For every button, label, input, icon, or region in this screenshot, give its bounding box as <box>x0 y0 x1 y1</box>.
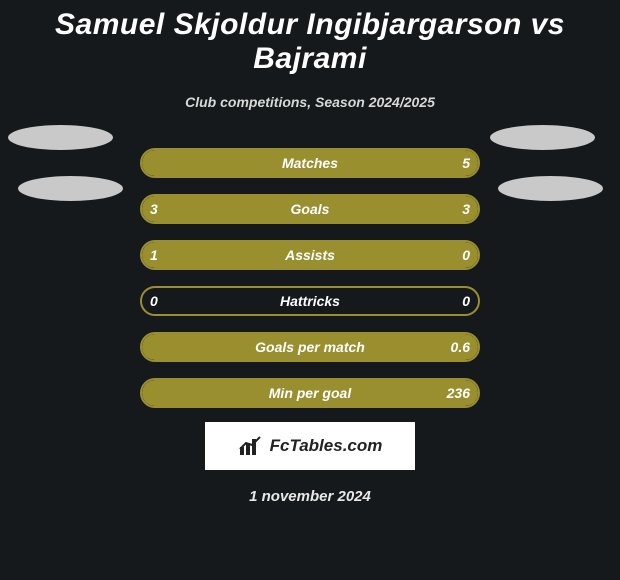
stat-row: Min per goal236 <box>0 378 620 408</box>
stat-row: Goals per match0.6 <box>0 332 620 362</box>
stat-value-right: 3 <box>462 194 470 224</box>
stat-row: Hattricks00 <box>0 286 620 316</box>
stat-value-right: 0 <box>462 240 470 270</box>
bar-fill-full <box>142 242 478 268</box>
stat-value-right: 0.6 <box>451 332 470 362</box>
date-label: 1 november 2024 <box>0 488 620 505</box>
subtitle: Club competitions, Season 2024/2025 <box>0 94 620 110</box>
decorative-ellipse <box>490 125 595 150</box>
bar-track <box>140 148 480 178</box>
bar-fill-full <box>142 196 478 222</box>
bar-fill-right <box>142 150 478 176</box>
stat-value-right: 5 <box>462 148 470 178</box>
decorative-ellipse <box>18 176 123 201</box>
watermark-text: FcTables.com <box>270 436 383 456</box>
stat-value-right: 236 <box>447 378 470 408</box>
stat-value-right: 0 <box>462 286 470 316</box>
chart-icon <box>238 435 266 457</box>
bar-track <box>140 378 480 408</box>
page-title: Samuel Skjoldur Ingibjargarson vs Bajram… <box>0 0 620 76</box>
watermark-badge: FcTables.com <box>205 422 415 470</box>
bar-track <box>140 286 480 316</box>
bar-track <box>140 240 480 270</box>
stat-value-left: 0 <box>150 286 158 316</box>
stat-row: Matches5 <box>0 148 620 178</box>
decorative-ellipse <box>8 125 113 150</box>
bar-track <box>140 194 480 224</box>
decorative-ellipse <box>498 176 603 201</box>
stat-row: Assists10 <box>0 240 620 270</box>
bar-track <box>140 332 480 362</box>
bar-fill-right <box>142 380 478 406</box>
stat-value-left: 1 <box>150 240 158 270</box>
stat-value-left: 3 <box>150 194 158 224</box>
bar-fill-right <box>142 334 478 360</box>
